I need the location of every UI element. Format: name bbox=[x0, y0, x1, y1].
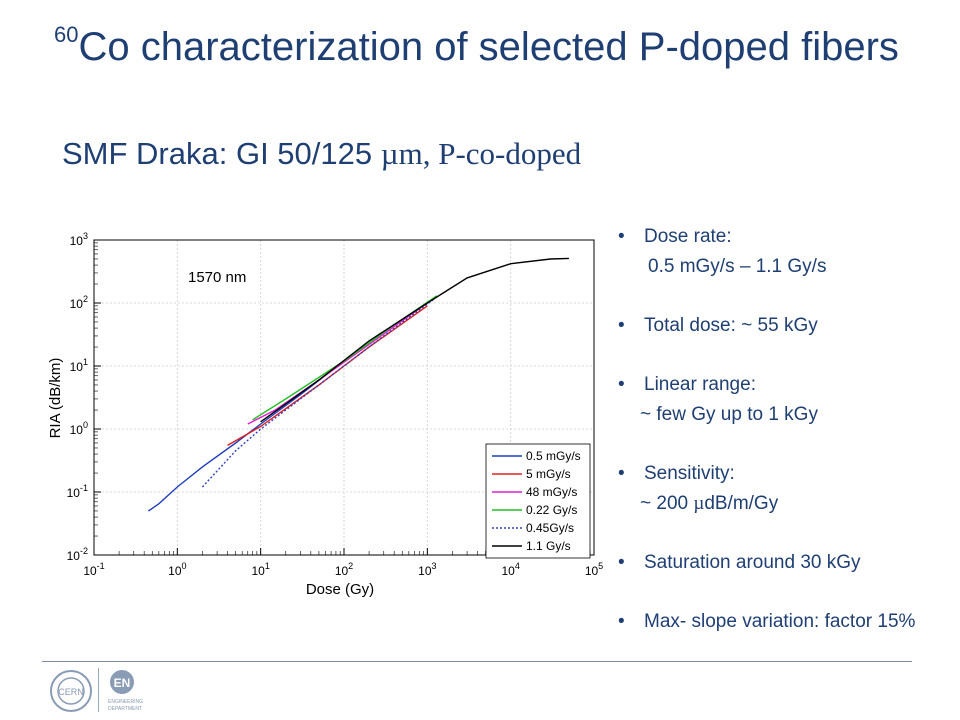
series-line bbox=[148, 360, 345, 512]
legend-box bbox=[485, 443, 591, 559]
sensitivity-unit: dB/m/Gy bbox=[704, 493, 779, 514]
bullet-main: Sensitivity: bbox=[644, 463, 735, 484]
bullet-sub: 0.5 mGy/s – 1.1 Gy/s bbox=[648, 256, 827, 277]
slide-title: 60Co characterization of selected P-dope… bbox=[54, 10, 914, 72]
bullet-dot: • bbox=[618, 611, 625, 632]
bullet-main: Max- slope variation: factor 15% bbox=[644, 611, 916, 632]
bullet-linear-range: • Linear range: ~ few Gy up to 1 kGy bbox=[614, 370, 954, 430]
bullet-dot: • bbox=[618, 463, 625, 484]
bullet-dot: • bbox=[618, 315, 625, 336]
series-line bbox=[227, 305, 428, 447]
y-axis-label: RIA (dB/km) bbox=[47, 358, 64, 439]
bullet-dot: • bbox=[618, 374, 625, 395]
bullet-main: Dose rate: bbox=[644, 226, 732, 247]
bullet-sub: ~ 200 µdB/m/Gy bbox=[640, 489, 954, 519]
micro-symbol: µ bbox=[693, 493, 705, 514]
x-tick-label: 100 bbox=[168, 561, 186, 578]
x-tick-label: 104 bbox=[501, 561, 519, 578]
legend-label: 48 mGy/s bbox=[526, 485, 577, 499]
bullet-max-slope: • Max- slope variation: factor 15% bbox=[614, 607, 954, 637]
logo-separator bbox=[98, 668, 99, 712]
slide-subtitle: SMF Draka: GI 50/125 µm, P-co-doped bbox=[62, 136, 581, 172]
en-logo-subtext-1: ENGINEERING bbox=[108, 699, 143, 705]
legend-label: 0.45Gy/s bbox=[526, 521, 574, 535]
legend-label: 0.5 mGy/s bbox=[526, 449, 581, 463]
bullet-main: Total dose: ~ 55 kGy bbox=[644, 315, 818, 336]
y-tick-label: 101 bbox=[70, 357, 88, 374]
bullet-sub: ~ few Gy up to 1 kGy bbox=[640, 404, 818, 425]
bullet-dot: • bbox=[618, 552, 625, 573]
cern-logo-text: CERN bbox=[58, 687, 84, 697]
series-line bbox=[201, 298, 435, 488]
y-tick-label: 10-2 bbox=[67, 546, 88, 563]
subtitle-serif: µm, P-co-doped bbox=[380, 136, 582, 171]
title-text: Co characterization of selected P-doped … bbox=[78, 25, 899, 69]
bullet-main: Linear range: bbox=[644, 374, 756, 395]
y-tick-label: 102 bbox=[70, 294, 88, 311]
wavelength-annotation: 1570 nm bbox=[188, 269, 246, 286]
x-tick-label: 102 bbox=[335, 561, 353, 578]
chart-series bbox=[148, 257, 569, 512]
subtitle-sans: SMF Draka: GI 50/125 bbox=[62, 136, 381, 171]
legend-label: 1.1 Gy/s bbox=[526, 539, 571, 553]
bullet-total-dose: • Total dose: ~ 55 kGy bbox=[614, 311, 954, 341]
chart-ticks: 10-1 100 101 102 103 104 10510-210-11001011021… bbox=[67, 231, 604, 578]
bullet-dose-rate: • Dose rate: 0.5 mGy/s – 1.1 Gy/s bbox=[614, 222, 954, 282]
x-tick-label: 101 bbox=[251, 561, 269, 578]
y-tick-label: 100 bbox=[70, 420, 88, 437]
bullet-list: • Dose rate: 0.5 mGy/s – 1.1 Gy/s • Total d… bbox=[614, 222, 954, 637]
y-tick-label: 10-1 bbox=[67, 483, 88, 500]
legend-label: 0.22 Gy/s bbox=[526, 503, 577, 517]
en-logo-text: EN bbox=[114, 676, 131, 690]
x-axis-label: Dose (Gy) bbox=[306, 581, 374, 598]
title-superscript: 60 bbox=[54, 22, 79, 47]
sensitivity-prefix: ~ 200 bbox=[640, 493, 694, 514]
bullet-main: Saturation around 30 kGy bbox=[644, 552, 861, 573]
chart-legend: 0.5 mGy/s 5 mGy/s 48 mGy/s 0.22 Gy/s 0.45Gy/… bbox=[485, 443, 591, 559]
y-tick-label: 103 bbox=[70, 231, 88, 248]
en-logo-subtext-2: DEPARTMENT bbox=[108, 706, 142, 712]
x-tick-label: 105 bbox=[585, 561, 603, 578]
ria-chart: 10-1 100 101 102 103 104 10510-210-11001011021… bbox=[47, 231, 604, 598]
legend-label: 5 mGy/s bbox=[526, 467, 571, 481]
series-line bbox=[260, 257, 569, 423]
bullet-sensitivity: • Sensitivity: ~ 200 µdB/m/Gy bbox=[614, 459, 954, 519]
en-logo: EN ENGINEERING DEPARTMENT bbox=[108, 670, 143, 712]
bullet-dot: • bbox=[618, 226, 625, 247]
x-tick-label: 103 bbox=[418, 561, 436, 578]
footer-divider bbox=[42, 661, 912, 662]
bullet-saturation: • Saturation around 30 kGy bbox=[614, 548, 954, 578]
x-tick-label: 10-1 bbox=[83, 561, 104, 578]
cern-logo: CERN bbox=[50, 670, 92, 712]
